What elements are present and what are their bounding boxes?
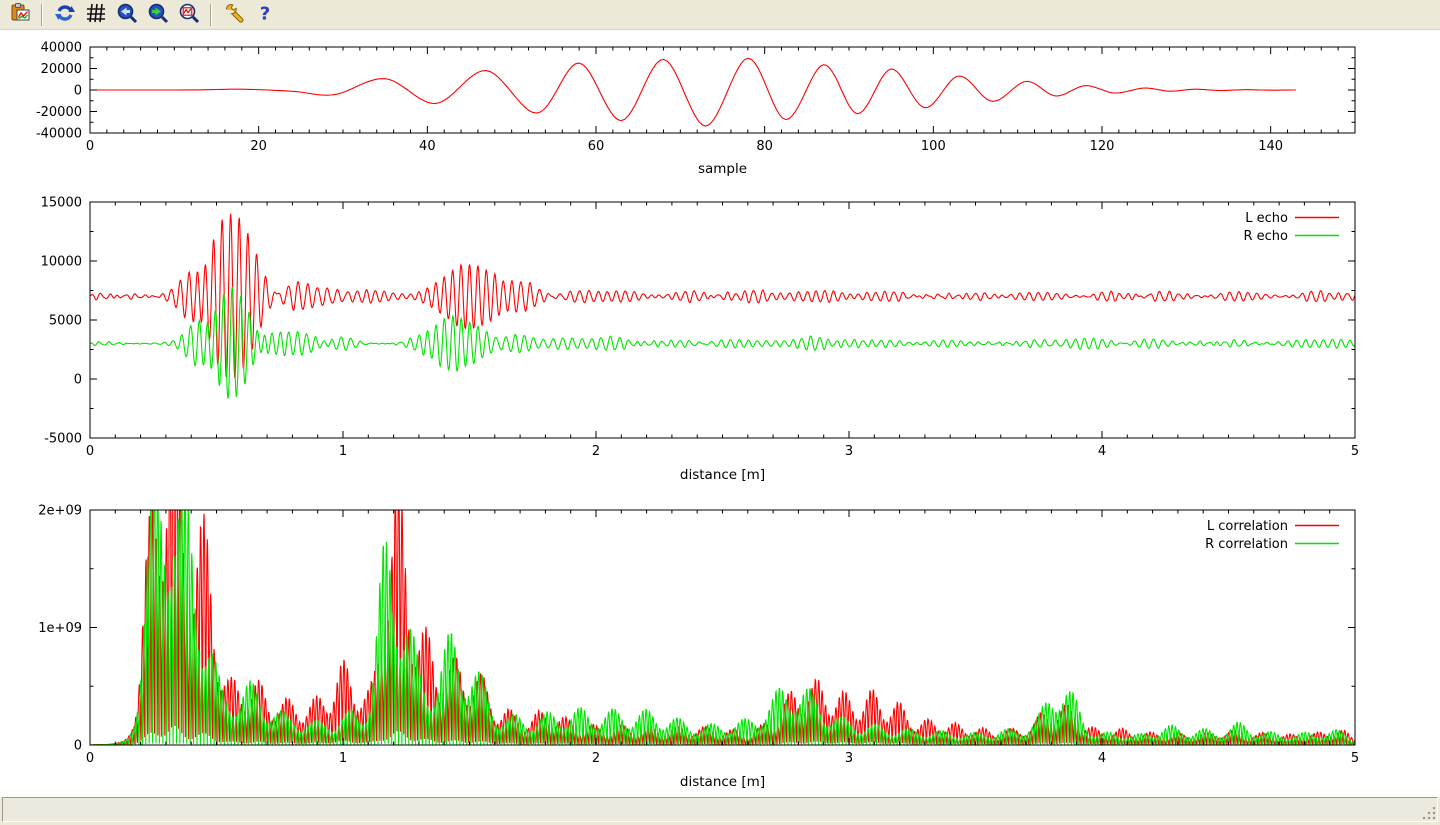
x-tick-label: 0 [86,139,94,154]
plot-2: 0 1 2 3 4 5 0 1e+09 2e+09 distance [m] L correlati… [38,504,1359,791]
toolbar: ? [0,0,1440,30]
clipboard-chart-icon [9,2,31,28]
previous-zoom-button[interactable] [112,1,141,29]
copy-plot-button[interactable] [5,1,34,29]
x-tick-label: 0 [86,444,94,459]
series-line-r-correlation [90,510,1355,745]
x-axis-title: distance [m] [680,774,765,790]
plot-border [89,201,1356,439]
x-tick-label: 4 [1098,751,1106,766]
x-tick-label: 3 [845,444,853,459]
x-axis-title: sample [698,161,747,177]
x-tick-label: 1 [339,751,347,766]
zoom-next-icon [147,2,169,28]
x-tick-label: 1 [339,444,347,459]
y-tick-label: 5000 [49,314,82,329]
configure-button[interactable] [219,1,248,29]
y-tick-label: 0 [74,84,82,99]
toggle-grid-button[interactable] [81,1,110,29]
y-tick-label: -40000 [36,127,82,142]
legend: L correlation R correlation [1205,519,1339,552]
series-group [90,510,1355,745]
legend-label: R correlation [1205,537,1288,552]
legend-label: R echo [1243,229,1288,244]
x-tick-label: 2 [592,444,600,459]
x-tick-label: 140 [1258,139,1283,154]
zoom-region-icon [178,2,200,28]
x-tick-label: 60 [588,139,605,154]
y-tick-label: 20000 [41,62,82,77]
series-line-l-echo [90,213,1355,378]
replot-button[interactable] [50,1,79,29]
help-icon: ? [254,2,276,28]
y-tick-label: 0 [74,373,82,388]
resize-grip-icon[interactable] [1423,807,1436,820]
plot-border [89,509,1356,746]
svg-text:?: ? [259,3,269,24]
x-tick-label: 20 [250,139,267,154]
series-line-r-echo [90,286,1355,399]
y-tick-label: 40000 [41,41,82,56]
wrench-icon [223,2,245,28]
x-tick-label: 100 [921,139,946,154]
plot-canvas[interactable]: 0 20 40 60 80 100 120 140 -40000 -20000 0 20000 4000… [0,30,1440,797]
y-tick-label: -20000 [36,105,82,120]
x-axis-title: distance [m] [680,467,765,483]
ticks [89,201,1356,439]
y-tick-label: -5000 [44,432,82,447]
grid-icon [85,2,107,28]
y-tick-label: 0 [74,739,82,754]
y-tick-label: 2e+09 [38,504,82,519]
ticks [89,46,1356,134]
series-group [90,57,1296,127]
y-tick-label: 15000 [41,196,82,211]
plots-svg: 0 20 40 60 80 100 120 140-40000-200000200004000… [36,41,1360,791]
x-tick-label: 5 [1351,751,1359,766]
x-tick-label: 120 [1090,139,1115,154]
toolbar-separator [41,3,43,26]
series-group [90,213,1355,399]
plot-1: 0 1 2 3 4 5 -5000 0 5000 10000 15000 distance [m] L … [41,196,1360,484]
x-tick-label: 80 [756,139,773,154]
plot-border [89,46,1356,134]
refresh-icon [54,2,76,28]
x-tick-label: 3 [845,751,853,766]
x-tick-label: 0 [86,751,94,766]
help-button[interactable]: ? [250,1,279,29]
toolbar-separator [210,3,212,26]
y-tick-label: 10000 [41,255,82,270]
x-tick-label: 40 [419,139,436,154]
x-tick-label: 2 [592,751,600,766]
ticks [89,509,1356,746]
status-bar [2,797,1438,822]
y-tick-label: 1e+09 [38,621,82,636]
zoom-previous-icon [116,2,138,28]
zoom-region-button[interactable] [174,1,203,29]
plot-0: 0 20 40 60 80 100 120 140 -40000 -20000 0 20000 4000… [36,41,1356,177]
legend-label: L correlation [1207,519,1288,534]
series-line-signal [90,57,1296,127]
legend: L echo R echo [1243,211,1339,244]
legend-label: L echo [1245,211,1288,226]
x-tick-label: 5 [1351,444,1359,459]
x-tick-label: 4 [1098,444,1106,459]
next-zoom-button[interactable] [143,1,172,29]
